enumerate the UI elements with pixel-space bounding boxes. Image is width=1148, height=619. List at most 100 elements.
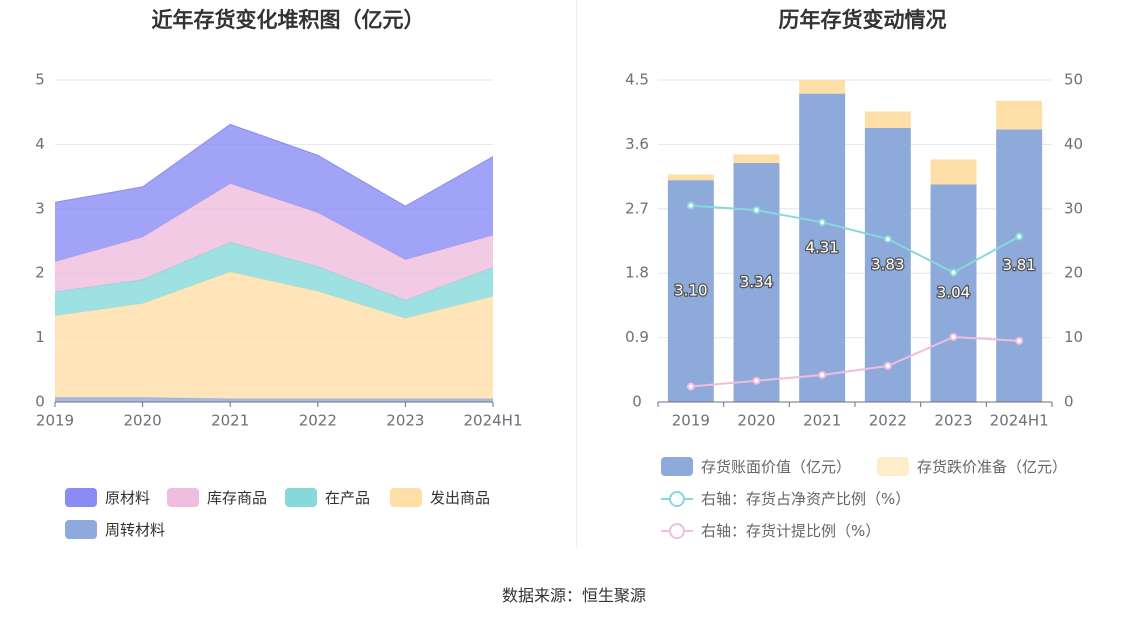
legend-swatch	[167, 488, 199, 507]
left-y-tick: 0	[35, 393, 45, 411]
left-y-tick: 1	[35, 328, 45, 346]
area-series-4	[55, 124, 493, 262]
right-x-tick: 2023	[934, 412, 972, 430]
left-x-tick: 2023	[386, 412, 424, 430]
legend-symbol	[661, 521, 693, 540]
bar-provision	[667, 174, 714, 181]
line-point-1	[818, 370, 827, 379]
left-legend-item[interactable]: 在产品	[285, 487, 370, 508]
line-series-0	[690, 204, 1020, 274]
legend-swatch	[285, 488, 317, 507]
right-y-right-tick: 20	[1064, 264, 1083, 282]
right-y-right-tick: 40	[1064, 135, 1083, 153]
left-legend-item[interactable]: 发出商品	[390, 487, 490, 508]
left-x-tick: 2021	[211, 412, 249, 430]
right-x-tick: 2019	[672, 412, 710, 430]
line-point-1	[883, 361, 892, 370]
legend-swatch	[65, 520, 97, 539]
left-x-tick: 2019	[36, 412, 74, 430]
right-y-right-tick: 10	[1064, 328, 1083, 346]
left-y-tick: 5	[35, 71, 45, 89]
legend-symbol	[877, 457, 909, 476]
legend-label: 在产品	[325, 489, 371, 507]
legend-label: 原材料	[105, 489, 151, 507]
right-legend-item[interactable]: 存货跌价准备（亿元）	[877, 456, 1067, 477]
bar-value-label: 4.31	[805, 238, 838, 256]
bar-book-value	[733, 163, 780, 402]
right-legend-item[interactable]: 存货账面价值（亿元）	[661, 456, 851, 477]
line-point-0	[818, 218, 827, 227]
right-y-right-tick: 30	[1064, 199, 1083, 217]
bar-book-value	[930, 184, 977, 402]
right-legend: 存货账面价值（亿元） 存货跌价准备（亿元） 右轴：存货占净资产比例（%） 右轴：存货计…	[577, 0, 1148, 560]
right-x-tick: 2020	[737, 412, 775, 430]
right-y-right-tick: 0	[1064, 393, 1074, 411]
right-y-right-tick: 50	[1064, 71, 1083, 89]
bar-value-label: 3.34	[740, 273, 773, 291]
bar-value-label: 3.83	[871, 255, 904, 273]
right-x-tick: 2021	[803, 412, 841, 430]
bar-book-value	[996, 129, 1043, 402]
legend-symbol	[661, 457, 693, 476]
bar-book-value	[667, 180, 714, 402]
left-y-tick: 2	[35, 264, 45, 282]
bar-provision	[996, 100, 1043, 130]
legend-label: 库存商品	[207, 489, 268, 507]
bar-book-value	[799, 93, 846, 403]
legend-symbol	[661, 489, 693, 508]
left-x-tick: 2020	[124, 412, 162, 430]
data-source-note: 数据来源：恒生聚源	[501, 586, 646, 605]
panel-divider	[576, 0, 577, 548]
area-series-2	[55, 242, 493, 319]
left-legend-item[interactable]: 库存商品	[167, 487, 267, 508]
right-legend-item[interactable]: 右轴：存货占净资产比例（%）	[661, 488, 910, 509]
bar-value-label: 3.81	[1002, 256, 1035, 274]
line-point-1	[752, 376, 761, 385]
line-point-1	[686, 382, 695, 391]
bar-value-label: 3.10	[674, 282, 707, 300]
legend-label: 右轴：存货占净资产比例（%）	[701, 490, 911, 508]
stacked-area-chart: 0 1 2 3 4 5 2019 2020 2021 2022 2023 2024H1	[35, 71, 523, 430]
line-point-0	[686, 201, 695, 210]
line-point-1	[1015, 336, 1024, 345]
right-legend-item[interactable]: 右轴：存货计提比例（%）	[661, 520, 880, 541]
legend-label: 右轴：存货计提比例（%）	[701, 522, 881, 540]
left-y-tick: 4	[35, 135, 45, 153]
left-chart-title: 近年存货变化堆积图（亿元）	[151, 8, 425, 32]
left-legend: 原材料 库存商品 在产品 发出商品周转材料	[0, 0, 576, 560]
area-series-0	[55, 397, 493, 402]
legend-label: 发出商品	[430, 489, 491, 507]
right-x-tick: 2024H1	[990, 412, 1049, 430]
left-y-tick: 3	[35, 199, 45, 217]
bar-value-label: 3.04	[937, 284, 970, 302]
left-legend-item[interactable]: 原材料	[65, 487, 150, 508]
area-series-edge-4	[54, 123, 494, 207]
legend-swatch	[390, 488, 422, 507]
left-legend-item[interactable]: 周转材料	[65, 519, 165, 540]
right-y-left-tick: 0.9	[625, 328, 649, 346]
left-x-tick: 2022	[299, 412, 337, 430]
legend-label: 存货跌价准备（亿元）	[917, 458, 1068, 476]
left-x-tick: 2024H1	[464, 412, 523, 430]
bar-line-chart: 0 0.9 1.8 2.7 3.6 4.5 0 10 20 30 40 50 2019 2020 2021 2…	[625, 71, 1083, 430]
line-series-1	[690, 335, 1020, 388]
bar-provision	[930, 159, 977, 185]
bar-provision	[799, 80, 846, 94]
right-y-left-tick: 2.7	[625, 199, 649, 217]
legend-label: 存货账面价值（亿元）	[701, 458, 852, 476]
legend-swatch	[65, 488, 97, 507]
right-y-left-tick: 1.8	[625, 264, 649, 282]
right-chart-title: 历年存货变动情况	[778, 8, 947, 32]
right-y-left-tick: 3.6	[625, 135, 649, 153]
line-point-0	[752, 206, 761, 215]
bar-book-value	[864, 127, 911, 402]
legend-label: 周转材料	[105, 521, 166, 539]
left-chart-panel: 近年存货变化堆积图（亿元） 0 1 2 3 4 5 2019 2020 2021 2022 2023…	[0, 0, 576, 560]
area-series-3	[55, 183, 493, 301]
line-point-0	[883, 235, 892, 244]
right-y-left-tick: 4.5	[625, 71, 649, 89]
bar-provision	[864, 111, 911, 128]
right-chart-panel: 历年存货变动情况 0 0.9 1.8 2.7 3.6 4.5 0 10 20 30 40 50 2019…	[577, 0, 1148, 560]
area-series-1	[55, 271, 493, 399]
line-point-0	[1015, 232, 1024, 241]
